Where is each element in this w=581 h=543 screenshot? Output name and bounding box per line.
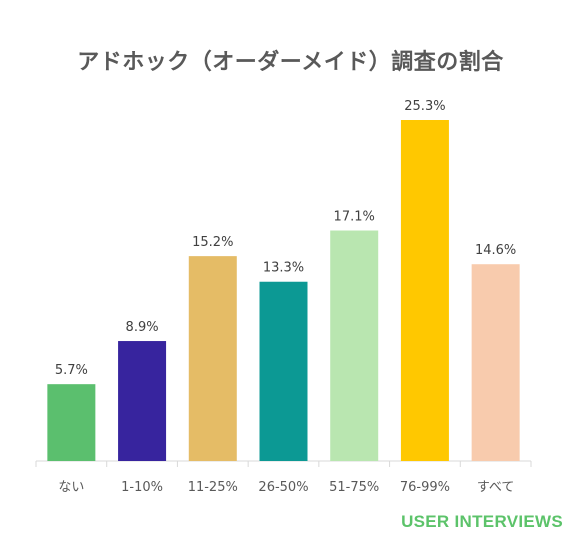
bar-5 <box>400 120 449 461</box>
value-label-4: 17.1% <box>334 210 375 225</box>
chart-title: アドホック（オーダーメイド）調査の割合 <box>77 50 504 75</box>
category-label-3: 26-50% <box>258 480 308 495</box>
category-label-2: 11-25% <box>188 480 238 495</box>
x-axis-ticks <box>35 461 532 467</box>
value-label-6: 14.6% <box>475 243 516 258</box>
value-label-3: 13.3% <box>263 261 304 276</box>
user-interviews-logo: USER INTERVIEWS <box>401 512 563 531</box>
bar-0 <box>47 384 96 461</box>
category-label-1: 1-10% <box>121 480 163 495</box>
bar-6 <box>471 264 520 461</box>
category-label-4: 51-75% <box>329 480 379 495</box>
bars-group <box>47 120 520 461</box>
value-label-2: 15.2% <box>192 235 233 250</box>
value-label-1: 8.9% <box>126 320 159 335</box>
category-labels-group: ない 1-10% 11-25% 26-50% 51-75% 76-99% すべて <box>58 480 514 495</box>
value-labels-group: 5.7% 8.9% 15.2% 13.3% 17.1% 25.3% 14.6% <box>55 99 516 378</box>
bar-4 <box>330 230 379 461</box>
value-label-5: 25.3% <box>404 99 445 114</box>
bar-2 <box>188 256 237 461</box>
bar-1 <box>118 341 167 461</box>
category-label-5: 76-99% <box>400 480 450 495</box>
bar-3 <box>259 281 308 461</box>
category-label-0: ない <box>58 480 84 495</box>
category-label-6: すべて <box>477 480 515 495</box>
value-label-0: 5.7% <box>55 363 88 378</box>
